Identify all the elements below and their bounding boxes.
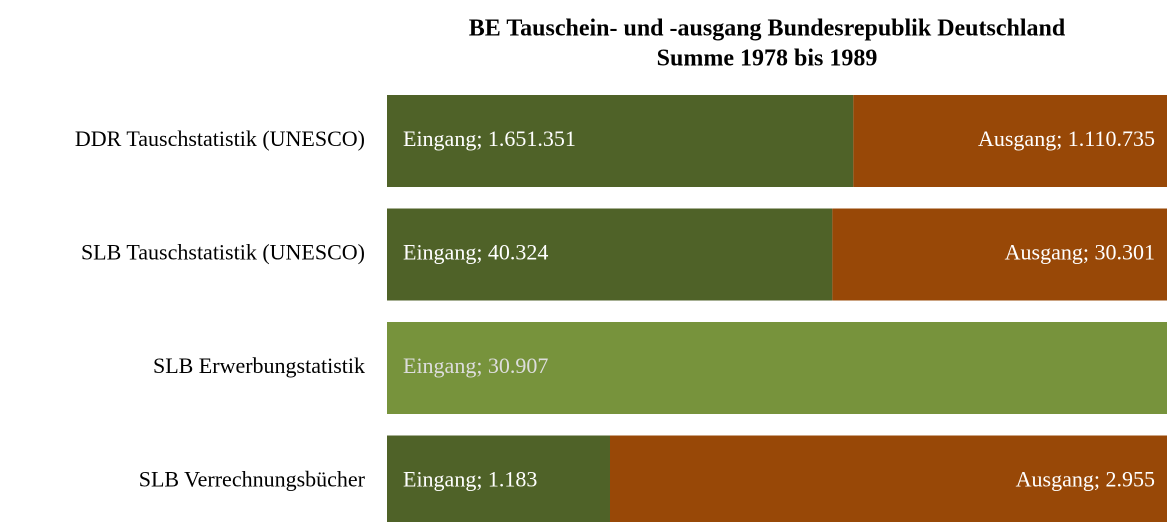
category-label: SLB Erwerbungstatistik: [153, 353, 365, 378]
data-label: Ausgang; 1.110.735: [978, 126, 1155, 151]
bar-segment: [387, 322, 1167, 414]
chart-title: BE Tauschein- und -ausgang Bundesrepubli…: [469, 16, 1066, 42]
data-label: Eingang; 1.651.351: [403, 126, 576, 151]
category-label: DDR Tauschstatistik (UNESCO): [75, 126, 365, 151]
data-label: Ausgang; 30.301: [1005, 240, 1155, 265]
data-label: Eingang; 40.324: [403, 240, 548, 265]
bar-segment: [387, 435, 610, 522]
data-label: Ausgang; 2.955: [1016, 467, 1155, 492]
bar-segment: [832, 208, 1167, 301]
bar-segment: [853, 95, 1167, 187]
data-label: Eingang; 30.907: [403, 353, 548, 378]
category-label: SLB Verrechnungsbücher: [139, 467, 366, 492]
bar-segment: [387, 208, 833, 301]
bar-segment: [609, 435, 1167, 522]
chart-subtitle: Summe 1978 bis 1989: [657, 46, 878, 72]
bar-segment: [387, 95, 854, 187]
category-label: SLB Tauschstatistik (UNESCO): [81, 240, 365, 265]
data-label: Eingang; 1.183: [403, 467, 537, 492]
